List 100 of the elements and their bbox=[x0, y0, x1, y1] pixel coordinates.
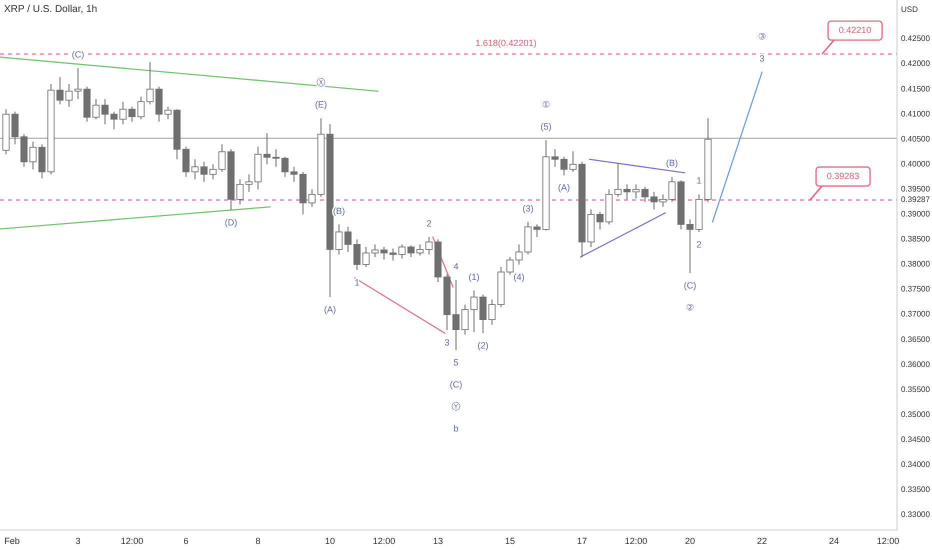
candlestick bbox=[290, 166, 298, 182]
annotation: 3 bbox=[759, 54, 765, 64]
annotation: (C) bbox=[450, 380, 462, 390]
candlestick bbox=[29, 141, 37, 170]
candlestick bbox=[515, 244, 523, 265]
candlestick bbox=[506, 256, 514, 276]
annotation: b bbox=[453, 424, 459, 434]
annotation: 3 bbox=[444, 338, 450, 348]
annotation: (E) bbox=[315, 100, 327, 110]
candlestick bbox=[479, 294, 487, 334]
candlestick bbox=[308, 188, 316, 208]
y-tick-label: 0.35500 bbox=[901, 384, 930, 394]
candlestick bbox=[362, 246, 370, 268]
candlestick bbox=[344, 226, 352, 252]
annotation: 0.42210 bbox=[838, 24, 872, 35]
candlestick bbox=[209, 164, 217, 180]
candlestick bbox=[632, 184, 640, 199]
y-tick-label: 0.40000 bbox=[901, 159, 930, 168]
candlestick bbox=[470, 290, 478, 333]
candlestick bbox=[65, 84, 73, 108]
annotation: 2 bbox=[426, 218, 432, 228]
y-tick-label: 0.39500 bbox=[901, 184, 930, 194]
candlestick bbox=[137, 96, 145, 120]
candlestick bbox=[146, 62, 154, 105]
annotation: ① bbox=[542, 100, 550, 110]
candlestick bbox=[650, 191, 658, 210]
candlestick bbox=[569, 150, 577, 172]
candlestick bbox=[614, 162, 622, 198]
candlestick bbox=[119, 101, 127, 125]
annotation: (1) bbox=[468, 272, 480, 282]
x-tick-label: 8 bbox=[255, 536, 261, 546]
annotation: ③ bbox=[758, 32, 766, 42]
candlestick bbox=[452, 280, 460, 351]
annotation: 4 bbox=[453, 261, 459, 272]
y-tick-label: 0.38500 bbox=[901, 234, 930, 244]
annotation: (A) bbox=[558, 182, 570, 193]
candlestick bbox=[461, 304, 469, 336]
candlestick bbox=[596, 211, 604, 230]
ref-line-label: 1.618(0.42201) bbox=[475, 38, 536, 48]
y-tick-label: 0.37500 bbox=[901, 284, 930, 294]
x-tick-label: 12:00 bbox=[120, 536, 144, 546]
candlestick bbox=[74, 68, 82, 100]
annotation: (4) bbox=[514, 272, 524, 282]
candlestick bbox=[56, 76, 64, 105]
x-tick-label: 20 bbox=[684, 536, 696, 546]
annotation: Ⓧ bbox=[316, 78, 326, 88]
annotation: (A) bbox=[324, 304, 336, 314]
x-tick-label: 3 bbox=[75, 536, 81, 546]
y-tick-label: 0.37000 bbox=[901, 310, 930, 319]
candlestick bbox=[389, 248, 397, 261]
x-tick-label: 10 bbox=[324, 536, 336, 546]
annotation: 1 bbox=[696, 176, 702, 186]
y-tick-label: 0.36000 bbox=[901, 360, 930, 369]
candlestick bbox=[668, 176, 676, 202]
y-tick-label: 0.40500 bbox=[901, 134, 930, 144]
x-tick-label: 15 bbox=[504, 536, 516, 546]
x-tick-label: 12:00 bbox=[624, 536, 648, 546]
x-tick-label: 24 bbox=[828, 536, 840, 546]
candlestick bbox=[623, 184, 631, 200]
chart-title: XRP / U.S. Dollar, 1h bbox=[4, 4, 98, 15]
candlestick bbox=[488, 299, 496, 326]
candlestick bbox=[164, 106, 172, 120]
candlestick bbox=[92, 98, 100, 120]
candlestick bbox=[335, 224, 343, 255]
candlestick bbox=[245, 174, 253, 192]
annotation: 0.39283 bbox=[826, 170, 860, 181]
candlestick bbox=[641, 186, 649, 202]
annotation: (B) bbox=[333, 206, 345, 216]
x-tick-label: 22 bbox=[756, 536, 768, 546]
candlestick bbox=[371, 244, 379, 258]
y-tick-label: 0.35000 bbox=[901, 410, 930, 419]
y-tick-label: 0.34500 bbox=[901, 434, 930, 444]
y-tick-label: 0.42000 bbox=[901, 59, 930, 68]
candlestick bbox=[551, 148, 559, 168]
annotation: (B) bbox=[666, 158, 678, 168]
annotation: 1 bbox=[354, 277, 360, 288]
candlestick bbox=[353, 238, 361, 271]
annotation: Ⓨ bbox=[452, 402, 460, 412]
x-tick-label: 13 bbox=[432, 536, 444, 546]
candlestick bbox=[281, 156, 289, 178]
y-tick-label: 0.39287 bbox=[901, 195, 930, 204]
annotation: (5) bbox=[540, 122, 552, 132]
candlestick bbox=[200, 161, 208, 182]
x-tick-label: 6 bbox=[183, 536, 189, 546]
candlestick bbox=[398, 244, 406, 259]
candlestick bbox=[182, 146, 190, 178]
candlestick bbox=[416, 244, 424, 256]
y-tick-label: 0.41500 bbox=[901, 84, 930, 94]
x-tick-label: Feb bbox=[4, 536, 20, 546]
candlestick bbox=[128, 106, 136, 122]
candlestick bbox=[101, 98, 109, 125]
y-tick-label: 0.34000 bbox=[901, 460, 930, 469]
y-axis-title: USD bbox=[901, 5, 918, 14]
y-tick-label: 0.38000 bbox=[901, 260, 930, 269]
candlestick bbox=[191, 158, 199, 180]
y-tick-label: 0.41000 bbox=[901, 109, 930, 118]
annotation: (D) bbox=[224, 217, 238, 228]
candlestick bbox=[218, 144, 226, 172]
annotation: (3) bbox=[522, 203, 534, 214]
y-tick-label: 0.36500 bbox=[901, 334, 930, 344]
